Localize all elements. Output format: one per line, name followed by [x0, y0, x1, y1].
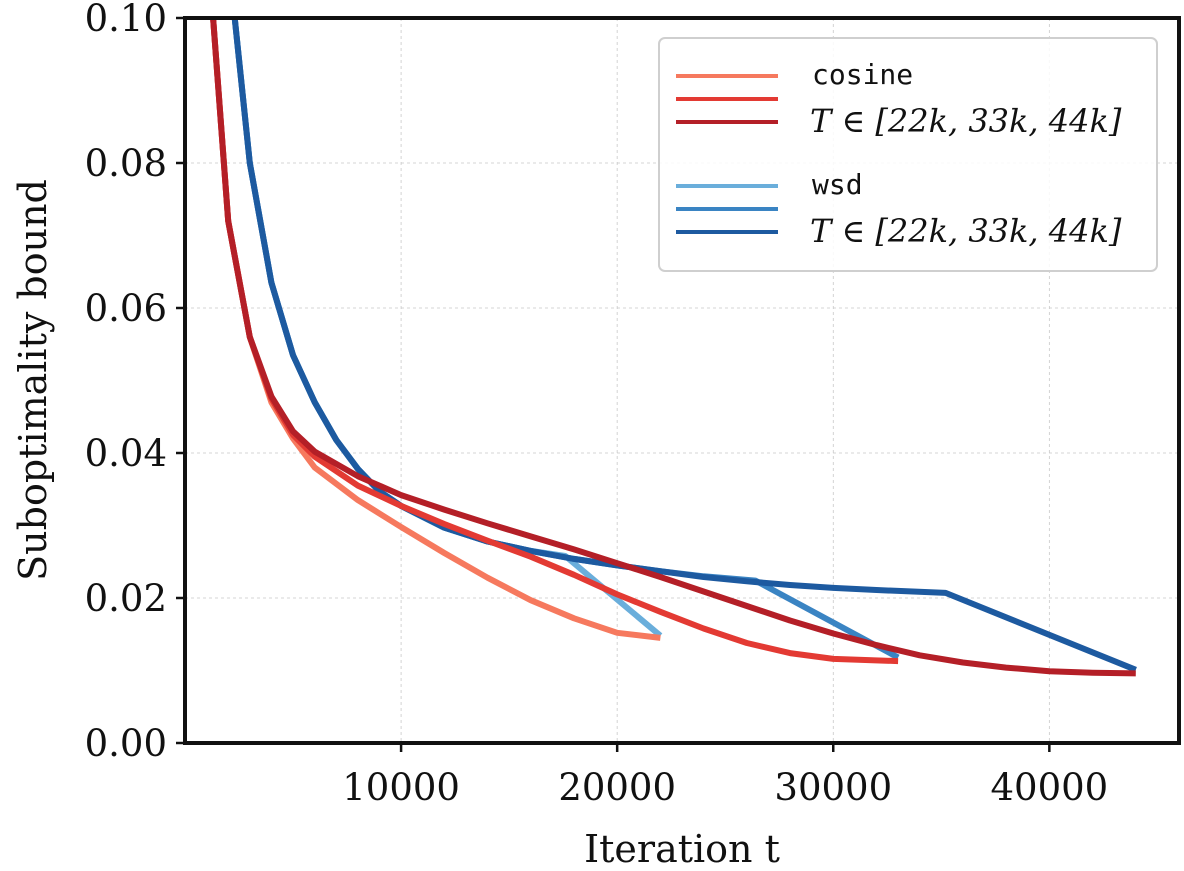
series-wsd-22k — [231, 18, 663, 638]
legend-wsd-subtitle: T ∈ [22k, 33k, 44k] — [810, 212, 1122, 250]
x-tick-label: 10000 — [342, 766, 460, 809]
y-tick-label: 0.06 — [85, 287, 167, 330]
y-tick-label: 0.04 — [85, 432, 167, 475]
series-cosine-44k — [210, 18, 1136, 677]
y-tick-label: 0.08 — [85, 142, 167, 185]
ticks: 10000 20000 30000 40000 0.00 0.02 0.04 0.06 0.08… — [85, 0, 1109, 809]
legend-cosine-subtitle: T ∈ [22k, 33k, 44k] — [810, 102, 1122, 140]
legend-box — [658, 37, 1158, 272]
legend-swatches — [676, 74, 778, 234]
plot-frame — [183, 16, 1181, 745]
x-tick-label: 40000 — [990, 766, 1108, 809]
y-axis-label-text: Suboptimality bound — [11, 179, 55, 581]
legend-cosine-title: cosine — [812, 58, 913, 91]
x-axis-label-word: Iteration t — [584, 827, 780, 871]
x-tick-label: 30000 — [774, 766, 892, 809]
y-tick-label: 0.00 — [85, 722, 167, 765]
y-tick-label: 0.02 — [85, 577, 167, 620]
series-layer — [210, 18, 1137, 677]
legend-wsd-title: wsd — [812, 168, 863, 201]
x-axis-label: Iteration t — [584, 827, 780, 871]
y-axis-label: Suboptimality bound — [11, 179, 55, 581]
legend: cosine T ∈ [22k, 33k, 44k] wsd T ∈ [22k,… — [658, 37, 1158, 272]
series-cosine-22k — [210, 18, 661, 641]
x-tick-label: 20000 — [558, 766, 676, 809]
y-tick-label: 0.10 — [85, 0, 167, 40]
